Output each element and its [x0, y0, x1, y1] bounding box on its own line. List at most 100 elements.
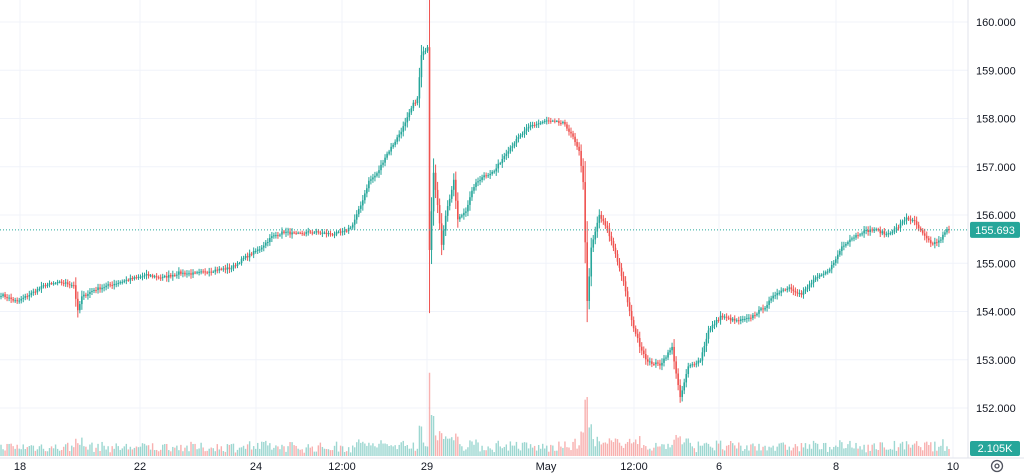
- candle-body: [123, 280, 126, 282]
- candle-body: [723, 316, 726, 318]
- candle-body: [936, 242, 938, 244]
- candle-body: [400, 131, 403, 135]
- candle-body: [891, 231, 894, 234]
- volume-bar: [71, 445, 73, 456]
- candle-body: [600, 214, 603, 219]
- candle-body: [337, 231, 340, 233]
- volume-bar: [265, 440, 267, 456]
- candle-body: [461, 215, 463, 217]
- candle-body: [770, 298, 772, 301]
- candle-body: [428, 47, 431, 250]
- candle-body: [382, 162, 384, 165]
- volume-bar: [586, 397, 588, 456]
- volume-bar: [196, 449, 198, 456]
- volume-bar: [378, 443, 380, 456]
- candle-body: [54, 283, 57, 285]
- volume-bar: [596, 436, 598, 456]
- candle-body: [289, 231, 291, 235]
- candle-body: [788, 287, 791, 289]
- candle-body: [919, 228, 922, 231]
- volume-bar: [847, 444, 849, 456]
- volume-bar: [885, 449, 888, 456]
- candle-body: [814, 277, 817, 280]
- volume-bar: [645, 446, 647, 456]
- volume-bar: [535, 450, 538, 456]
- candle-body: [450, 189, 453, 199]
- candle-body: [159, 277, 162, 279]
- candle-body: [622, 276, 625, 282]
- volume-bar: [143, 443, 146, 456]
- volume-bar: [230, 444, 233, 456]
- volume-bar: [337, 451, 340, 456]
- candle-body: [667, 352, 669, 358]
- volume-bar: [515, 441, 518, 456]
- volume-bar: [311, 446, 313, 456]
- volume-bar: [34, 450, 37, 456]
- candle-body: [804, 289, 807, 292]
- volume-bar: [738, 442, 740, 456]
- volume-bar: [725, 445, 728, 456]
- candle-body: [665, 357, 667, 359]
- y-axis-labels: 152.000 153.000 154.000 155.000 156.000 157.0…: [976, 17, 1016, 415]
- volume-bar: [778, 443, 780, 456]
- candle-body: [473, 187, 475, 191]
- volume-bar: [22, 444, 24, 456]
- volume-bar: [210, 447, 212, 456]
- volume-bar: [948, 449, 950, 456]
- candle-body: [685, 374, 688, 383]
- volume-bar: [922, 450, 924, 456]
- candle-body: [739, 319, 742, 321]
- candle-body: [837, 254, 839, 260]
- candle-body: [248, 253, 251, 258]
- candle-body: [79, 304, 81, 311]
- candle-body: [448, 198, 451, 207]
- price-candles: [0, 0, 950, 403]
- volume-bar: [932, 451, 934, 456]
- volume-bar: [871, 444, 873, 456]
- volume-bar: [54, 444, 57, 456]
- candle-body: [250, 253, 253, 255]
- volume-bar: [774, 450, 776, 456]
- candle-body: [44, 285, 47, 287]
- candle-body: [572, 133, 574, 137]
- volume-bar: [465, 449, 467, 456]
- candle-body: [309, 231, 312, 233]
- x-tick-label: 18: [14, 461, 26, 473]
- candle-body: [497, 163, 500, 169]
- volume-bar: [564, 441, 566, 456]
- candle-body: [329, 233, 332, 235]
- volume-bar: [513, 445, 516, 456]
- candle-body: [946, 229, 948, 233]
- volume-bar: [479, 451, 481, 456]
- candle-body: [675, 361, 677, 374]
- volume-bar: [362, 441, 364, 456]
- volume-bar: [440, 433, 443, 456]
- candle-body: [790, 287, 793, 290]
- candle-body: [303, 233, 306, 235]
- candle-body: [750, 317, 752, 319]
- candle-body: [832, 262, 835, 266]
- volume-bar: [473, 444, 475, 456]
- candle-body: [830, 265, 833, 270]
- volume-bar: [384, 443, 386, 456]
- volume-bar: [776, 446, 778, 456]
- candle-body: [244, 255, 247, 259]
- candle-body: [422, 51, 425, 56]
- candle-body: [271, 236, 273, 238]
- candle-body: [119, 282, 122, 284]
- candle-body: [97, 287, 99, 291]
- candle-body: [683, 382, 686, 391]
- volume-bar: [447, 438, 449, 456]
- volume-bar: [432, 416, 435, 456]
- candle-body: [834, 259, 837, 263]
- candle-body: [897, 227, 900, 229]
- volume-bar: [164, 444, 166, 456]
- candle-body: [218, 268, 221, 271]
- settings-gear-icon[interactable]: [990, 459, 1004, 473]
- candle-body: [6, 297, 8, 299]
- candle-body: [659, 363, 661, 366]
- volume-bar: [792, 447, 795, 456]
- candle-body: [543, 120, 546, 122]
- volume-bar: [62, 446, 65, 456]
- volume-bar: [162, 444, 164, 456]
